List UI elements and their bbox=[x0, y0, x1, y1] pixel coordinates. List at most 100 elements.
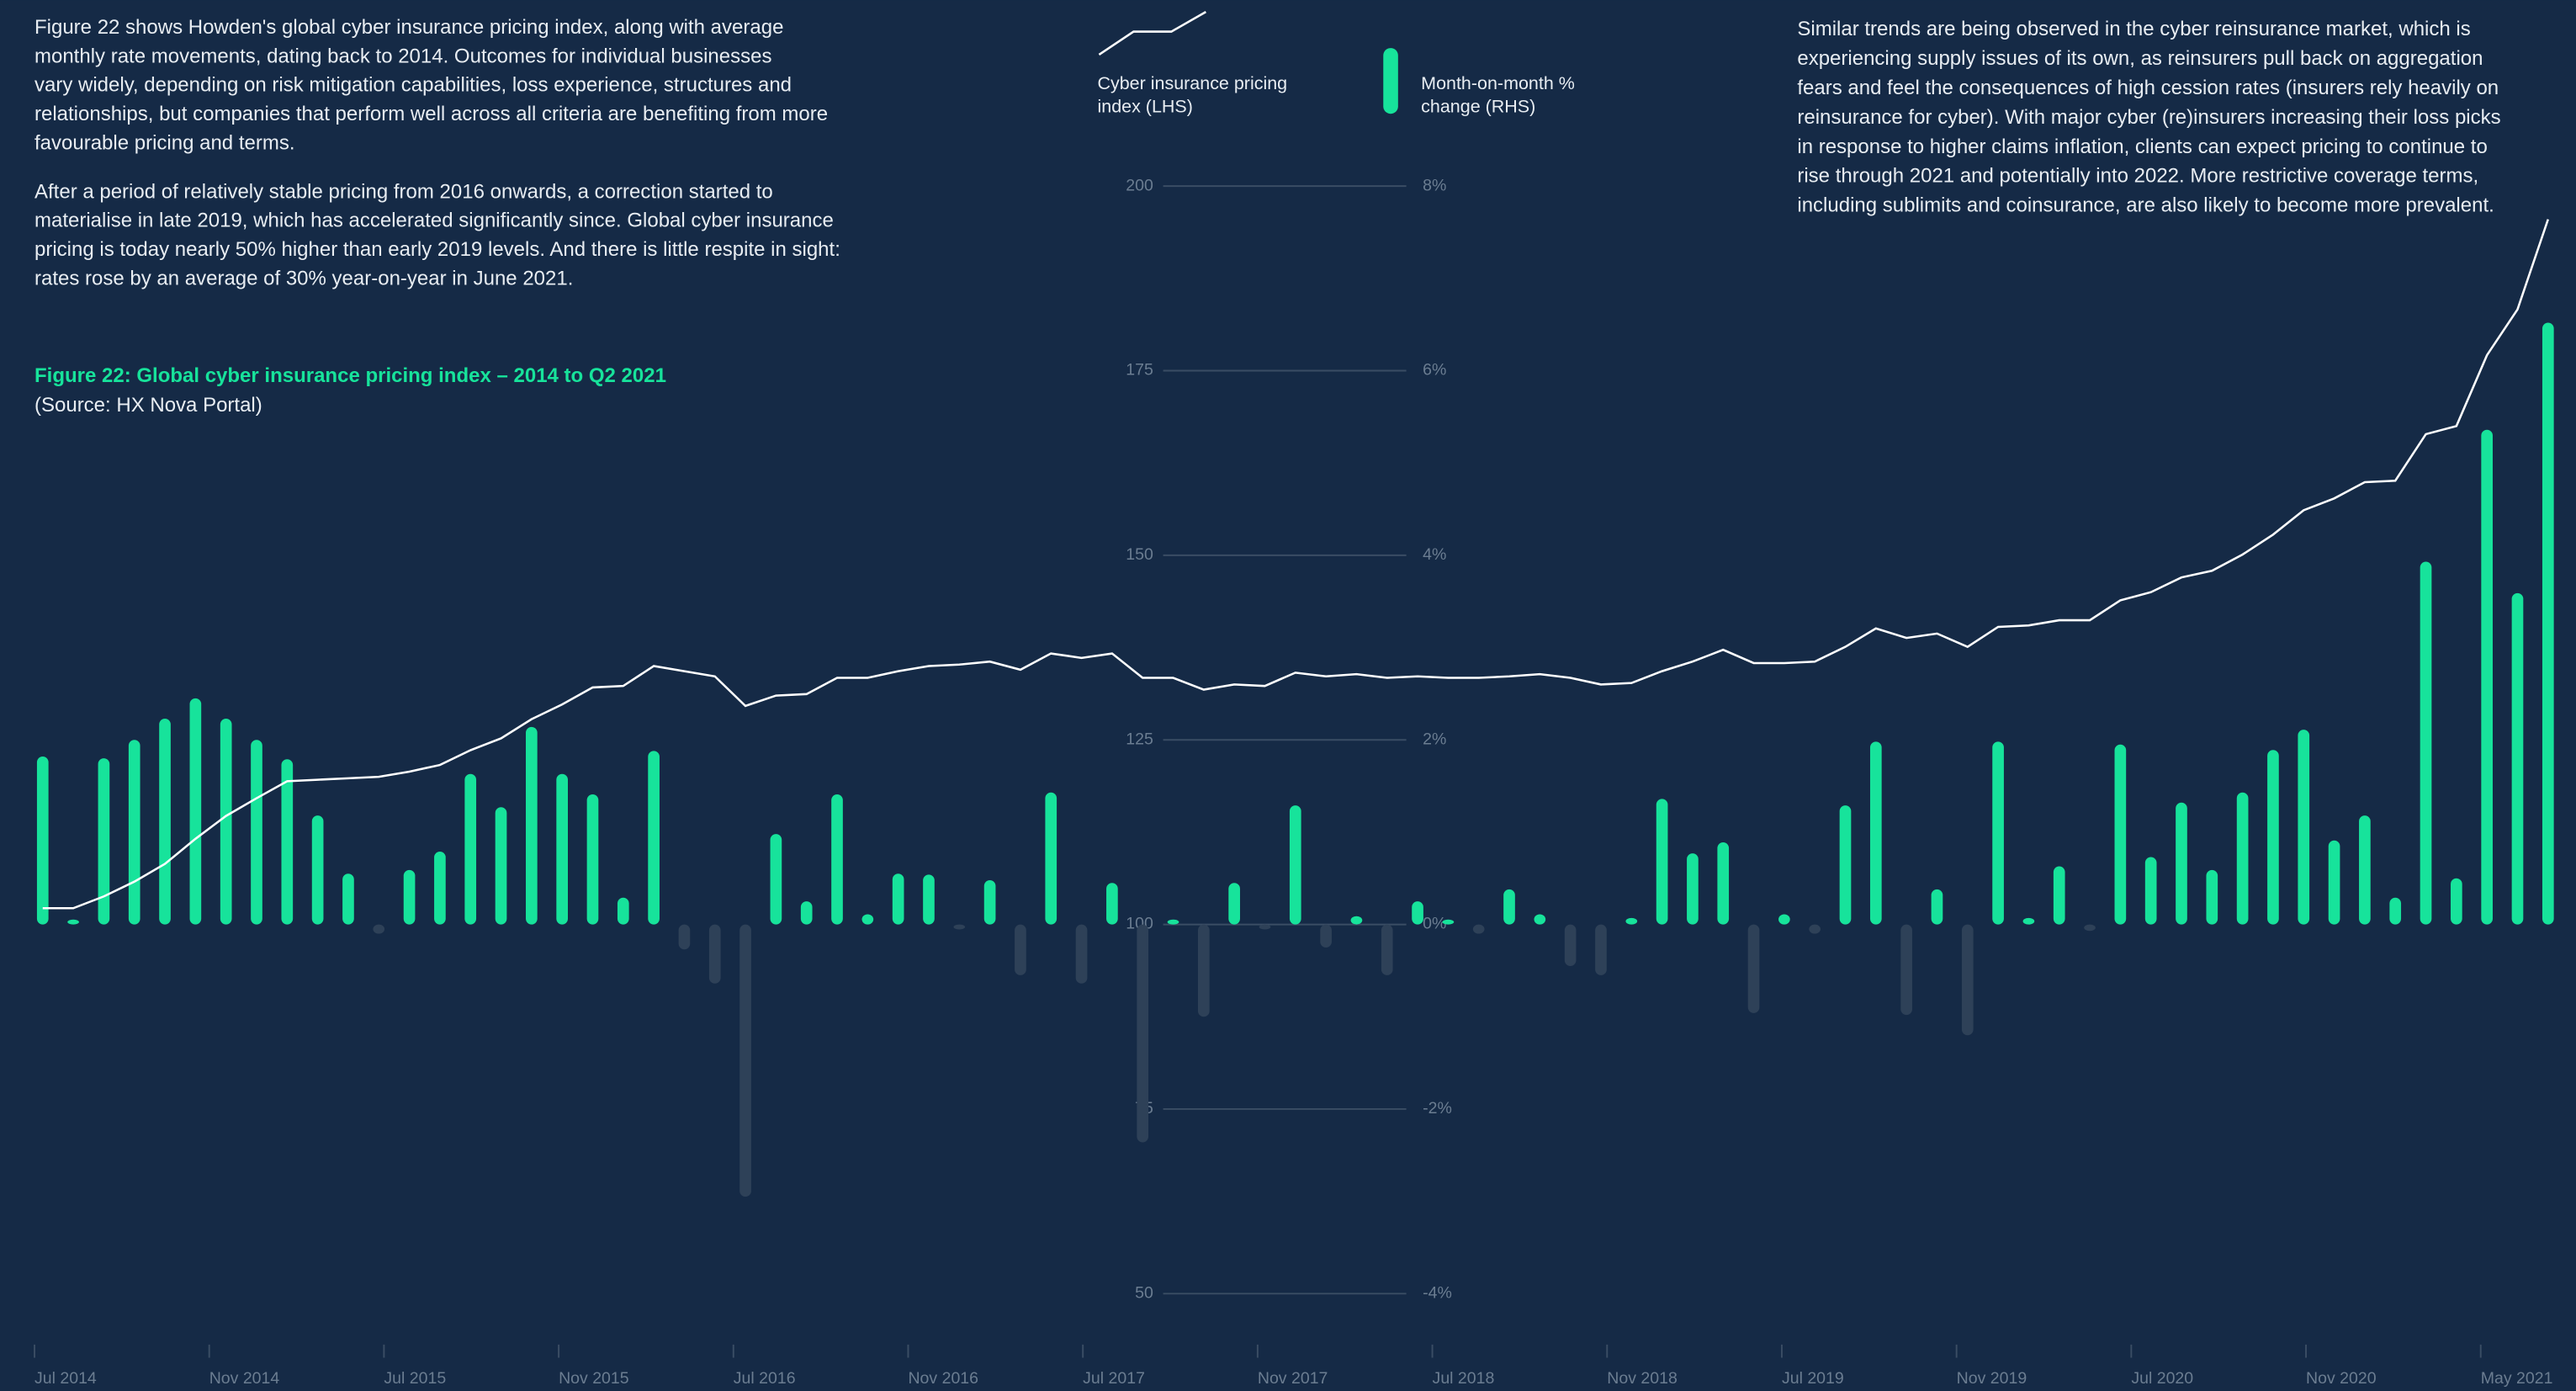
bar bbox=[983, 879, 996, 925]
legend-line-icon bbox=[1098, 11, 1206, 56]
x-tick-label: Jul 2020 bbox=[2131, 1369, 2193, 1388]
bar bbox=[2298, 730, 2310, 925]
paragraph-line: experiencing supply issues of its own, a… bbox=[1797, 47, 2483, 70]
bar bbox=[373, 924, 385, 934]
y-tick-label: 200 bbox=[1126, 176, 1153, 194]
bar bbox=[36, 756, 49, 925]
bar bbox=[923, 874, 935, 925]
paragraph-line: rise through 2021 and potentially into 2… bbox=[1797, 165, 2478, 188]
bar bbox=[1747, 924, 1760, 1013]
bar bbox=[495, 807, 507, 925]
bar bbox=[2542, 322, 2554, 925]
bar bbox=[1015, 924, 1026, 975]
y2-tick-label: 4% bbox=[1423, 545, 1446, 564]
y-tick-label: 175 bbox=[1126, 361, 1153, 380]
bar bbox=[556, 773, 569, 925]
bar bbox=[2481, 429, 2494, 925]
bar bbox=[342, 873, 354, 925]
bar bbox=[67, 919, 79, 925]
paragraph-line: Similar trends are being observed in the… bbox=[1797, 18, 2470, 40]
x-tick-label: Jul 2018 bbox=[1433, 1369, 1495, 1388]
y2-tick-label: -4% bbox=[1423, 1283, 1452, 1302]
bar bbox=[1289, 805, 1301, 925]
paragraph-line: fears and feel the consequences of high … bbox=[1797, 77, 2499, 99]
bar bbox=[220, 718, 232, 925]
x-tick-label: Jul 2019 bbox=[1782, 1369, 1844, 1388]
bar bbox=[1198, 924, 1210, 1017]
bar bbox=[2451, 878, 2462, 925]
paragraph-line: in response to higher claims inflation, … bbox=[1797, 135, 2487, 158]
bar bbox=[770, 834, 782, 925]
bar bbox=[281, 759, 294, 925]
paragraph-line: Figure 22 shows Howden's global cyber in… bbox=[34, 16, 783, 39]
bar bbox=[403, 869, 416, 925]
bar bbox=[1167, 919, 1179, 925]
bar bbox=[189, 698, 202, 925]
bar bbox=[678, 924, 691, 950]
bar bbox=[1442, 919, 1455, 925]
paragraph-line: including sublimits and coinsurance, are… bbox=[1797, 194, 2494, 217]
bar bbox=[1869, 741, 1882, 925]
bar bbox=[434, 851, 446, 925]
paragraph-line: reinsurance for cyber). With major cyber… bbox=[1797, 106, 2500, 129]
x-tick-label: Nov 2020 bbox=[2306, 1369, 2377, 1388]
bar bbox=[1503, 889, 1515, 925]
bar bbox=[2114, 744, 2127, 925]
x-tick-label: Jul 2017 bbox=[1083, 1369, 1145, 1388]
paragraph-line: rates rose by an average of 30% year-on-… bbox=[34, 267, 573, 289]
bar bbox=[311, 815, 324, 925]
bar bbox=[2267, 750, 2279, 925]
paragraph-line: favourable pricing and terms. bbox=[34, 131, 294, 154]
bar bbox=[1992, 741, 2004, 925]
bar bbox=[2053, 866, 2065, 925]
y-tick-label: 125 bbox=[1126, 730, 1153, 748]
bar bbox=[831, 794, 843, 925]
bar bbox=[617, 897, 629, 925]
bar bbox=[98, 758, 110, 925]
bar bbox=[2359, 815, 2371, 925]
x-tick-label: Nov 2016 bbox=[908, 1369, 978, 1388]
bar bbox=[1075, 924, 1088, 984]
bar bbox=[2022, 917, 2035, 925]
line bbox=[42, 219, 2550, 910]
legend-entry: Month-on-month % change (RHS) bbox=[1421, 74, 1575, 116]
bar bbox=[464, 773, 477, 925]
y2-tick-label: 8% bbox=[1423, 176, 1446, 194]
x-tick-label: Jul 2015 bbox=[384, 1369, 446, 1388]
y2-tick-label: 6% bbox=[1423, 361, 1446, 380]
bar bbox=[586, 794, 599, 925]
paragraph-line: vary widely, depending on risk mitigatio… bbox=[34, 74, 792, 97]
legend-entry: Cyber insurance pricing index (LHS) bbox=[1097, 74, 1288, 117]
paragraph-line: monthly rate movements, dating back to 2… bbox=[34, 45, 771, 67]
bar bbox=[2328, 840, 2340, 925]
x-tick-label: May 2021 bbox=[2481, 1369, 2553, 1388]
bar bbox=[1381, 924, 1393, 975]
y-tick-label: 50 bbox=[1135, 1283, 1153, 1302]
bar bbox=[2420, 561, 2432, 925]
x-tick-label: Nov 2017 bbox=[1258, 1369, 1328, 1388]
bar bbox=[2084, 924, 2096, 932]
bar bbox=[2236, 792, 2249, 925]
bar bbox=[1687, 853, 1699, 925]
bar bbox=[1839, 805, 1852, 925]
bar bbox=[1595, 924, 1607, 975]
paragraph-line: pricing is today nearly 50% higher than … bbox=[34, 238, 840, 261]
bar bbox=[892, 873, 904, 925]
bar bbox=[1534, 914, 1546, 925]
bar bbox=[2511, 592, 2524, 925]
bar bbox=[1564, 924, 1577, 966]
bar bbox=[1809, 924, 1821, 934]
x-tick-label: Nov 2015 bbox=[559, 1369, 629, 1388]
legend-label: Cyber insurance pricing index (LHS) bbox=[1097, 74, 1288, 117]
y-tick-label: 150 bbox=[1126, 545, 1153, 564]
bar bbox=[159, 718, 171, 925]
x-tick-label: Nov 2019 bbox=[1957, 1369, 2027, 1388]
bar bbox=[1320, 924, 1332, 948]
bar bbox=[708, 924, 721, 984]
bar bbox=[1656, 799, 1668, 925]
bar bbox=[1931, 889, 1943, 925]
bar bbox=[1472, 924, 1485, 934]
